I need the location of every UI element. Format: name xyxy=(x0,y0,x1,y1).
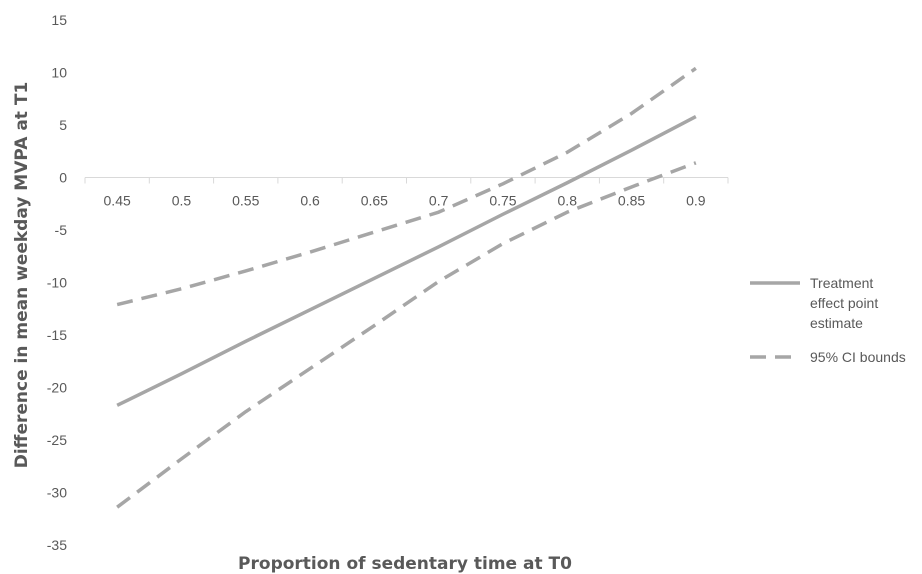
y-tick-label: 15 xyxy=(51,12,67,28)
x-tick-labels: 0.45 0.5 0.55 0.6 0.65 0.7 0.75 0.8 0.85 0.9 xyxy=(104,193,706,209)
ci-upper-bound-line xyxy=(116,66,697,307)
axes xyxy=(84,177,729,184)
ci-lower-bound-line xyxy=(116,161,697,509)
y-tick-label: -10 xyxy=(47,275,67,291)
series-layer xyxy=(116,66,697,509)
legend: Treatment effect point estimate 95% CI boun… xyxy=(750,275,906,365)
x-tick-label: 0.65 xyxy=(361,193,388,209)
y-tick-label: -25 xyxy=(47,432,67,448)
legend-label: 95% CI bounds xyxy=(810,349,906,365)
point-estimate-line xyxy=(116,115,697,407)
y-tick-labels: 15 10 5 0 -5 -10 -15 -20 -25 -30 -35 xyxy=(47,12,67,553)
y-tick-label: 5 xyxy=(59,117,67,133)
x-tick-label: 0.45 xyxy=(104,193,131,209)
y-tick-label: 0 xyxy=(59,170,67,186)
legend-label: effect point xyxy=(810,295,878,311)
y-tick-label: 10 xyxy=(51,65,67,81)
y-tick-label: -20 xyxy=(47,380,67,396)
y-tick-label: -35 xyxy=(47,537,67,553)
y-tick-label: -15 xyxy=(47,327,67,343)
y-axis-title: Difference in mean weekday MVPA at T1 xyxy=(12,82,32,469)
y-tick-label: -30 xyxy=(47,485,67,501)
x-tick-label: 0.9 xyxy=(686,193,706,209)
x-tick-label: 0.55 xyxy=(232,193,259,209)
x-tick-label: 0.5 xyxy=(172,193,192,209)
y-tick-label: -5 xyxy=(55,222,68,238)
x-tick-label: 0.7 xyxy=(429,193,449,209)
x-tick-label: 0.6 xyxy=(300,193,320,209)
legend-label: estimate xyxy=(810,315,863,331)
x-tick-label: 0.8 xyxy=(558,193,578,209)
x-tick-label: 0.85 xyxy=(618,193,645,209)
x-tick-label: 0.75 xyxy=(489,193,516,209)
legend-label: Treatment xyxy=(810,275,873,291)
x-axis-title: Proportion of sedentary time at T0 xyxy=(238,554,572,574)
